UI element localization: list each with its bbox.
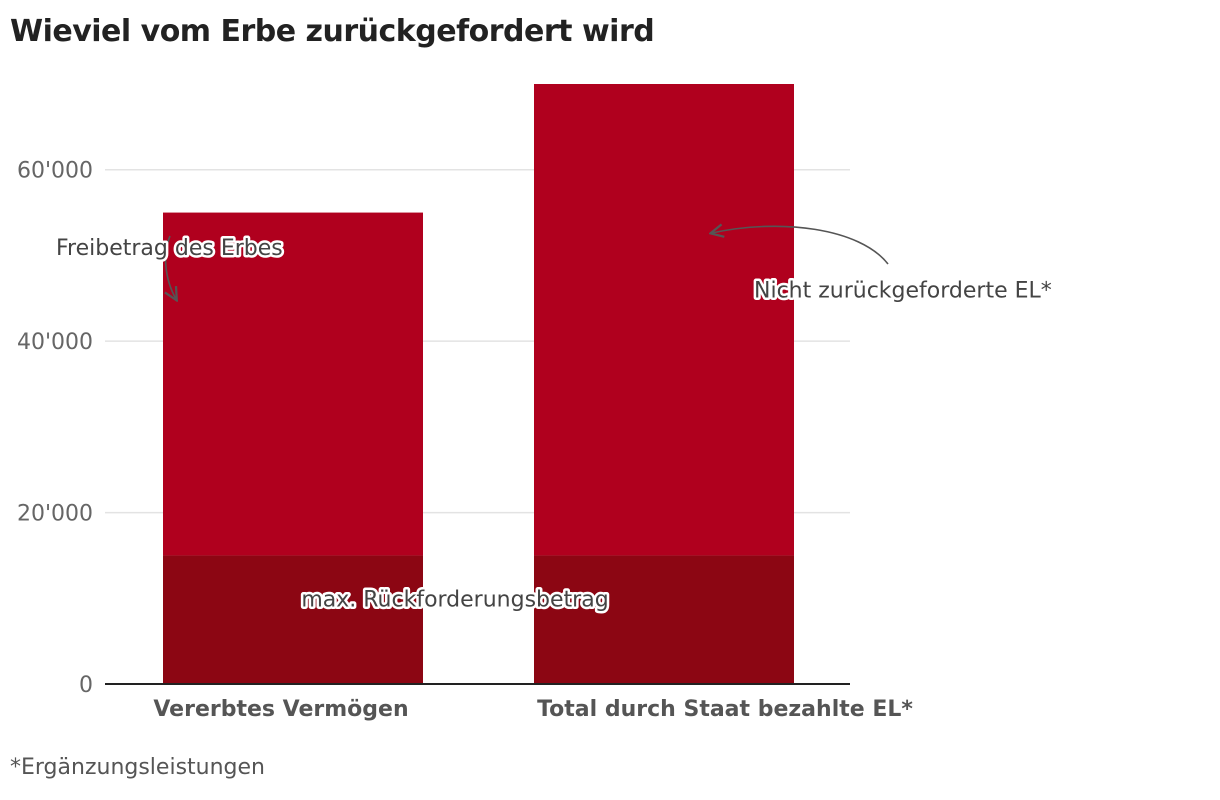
y-axis-ticks: 0 20'000 40'000 60'000 <box>17 159 93 698</box>
y-tick-label: 60'000 <box>17 159 93 184</box>
annotation-label: max. Rückforderungsbetrag <box>301 587 608 612</box>
annotation-label: Nicht zurückgeforderte EL* <box>754 279 1052 304</box>
arrow-freibetrag <box>166 235 176 299</box>
annotations: Freibetrag des Erbes Nicht zurückgeforder… <box>54 233 1055 614</box>
footnote: *Ergänzungsleistungen <box>10 755 265 780</box>
bar-segment <box>534 84 794 556</box>
annotation-arrows <box>166 226 889 299</box>
annotation-label: Freibetrag des Erbes <box>56 236 283 261</box>
bar-segment <box>163 212 423 556</box>
x-category-label: Vererbtes Vermögen <box>153 697 408 722</box>
x-category-label: Total durch Staat bezahlte EL* <box>537 697 913 722</box>
y-tick-label: 0 <box>79 673 93 698</box>
arrow-nicht-zurueckgefordert <box>712 226 889 265</box>
y-tick-label: 20'000 <box>17 502 93 527</box>
bar-segment <box>534 555 794 684</box>
bar-segment <box>163 555 423 684</box>
x-axis-labels: Vererbtes Vermögen Total durch Staat beza… <box>153 697 913 722</box>
bars <box>163 84 794 684</box>
chart-title: Wieviel vom Erbe zurückgefordert wird <box>10 14 655 49</box>
y-tick-label: 40'000 <box>17 330 93 355</box>
